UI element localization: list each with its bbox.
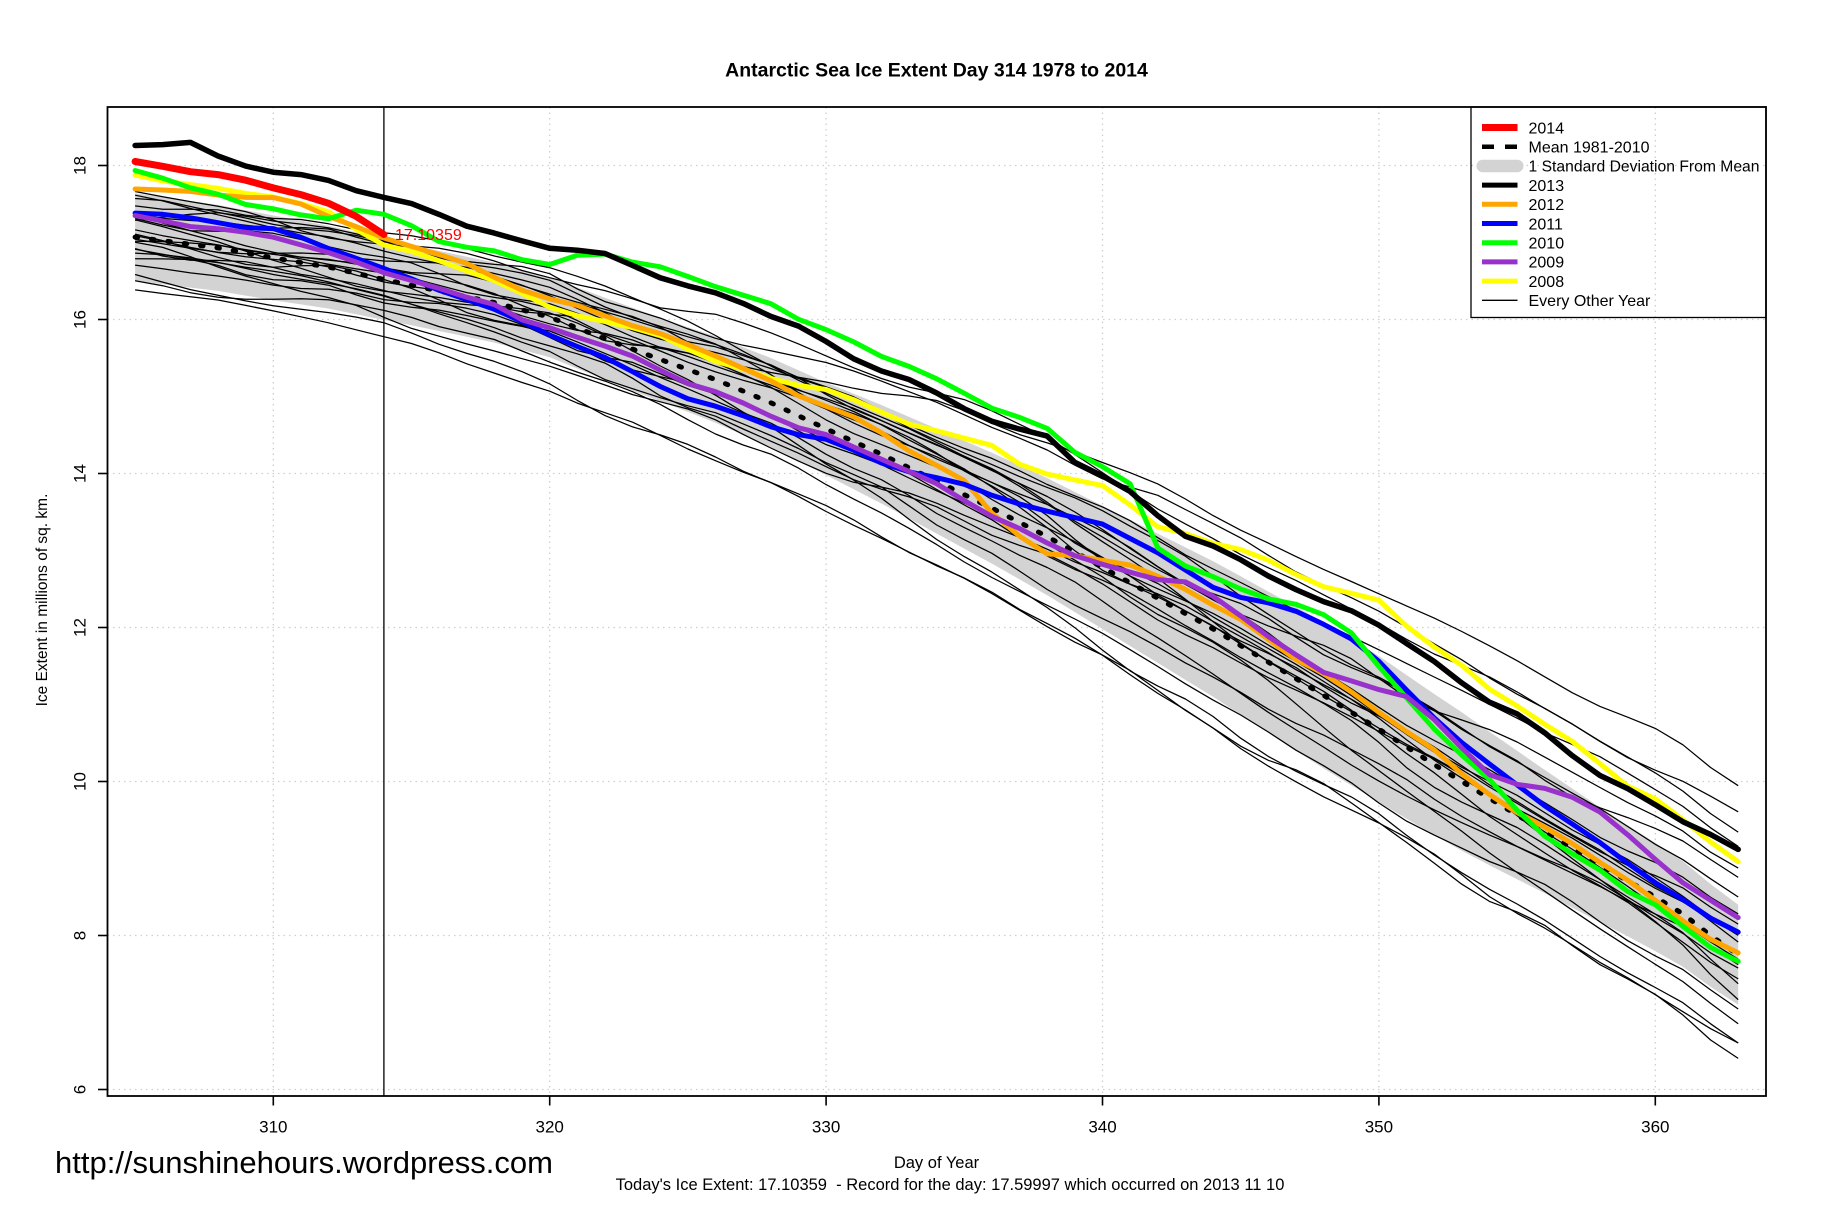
svg-text:12: 12: [71, 618, 90, 637]
svg-text:18: 18: [71, 156, 90, 175]
svg-text:Every Other Year: Every Other Year: [1529, 293, 1652, 310]
svg-text:2010: 2010: [1529, 236, 1565, 253]
svg-text:330: 330: [812, 1118, 840, 1137]
svg-text:340: 340: [1088, 1118, 1116, 1137]
svg-text:10: 10: [71, 772, 90, 791]
svg-text:2009: 2009: [1529, 255, 1565, 272]
svg-text:8: 8: [71, 931, 90, 940]
svg-text:360: 360: [1641, 1118, 1669, 1137]
svg-text:310: 310: [259, 1118, 287, 1137]
svg-text:350: 350: [1365, 1118, 1393, 1137]
svg-text:6: 6: [71, 1085, 90, 1094]
svg-text:2013: 2013: [1529, 178, 1565, 195]
svg-text:17.10359: 17.10359: [395, 227, 462, 244]
svg-text:1 Standard Deviation From Mean: 1 Standard Deviation From Mean: [1529, 159, 1760, 176]
svg-text:Day of Year: Day of Year: [894, 1154, 980, 1172]
svg-text:2011: 2011: [1529, 216, 1564, 233]
svg-text:2014: 2014: [1529, 120, 1565, 137]
svg-text:Today's Ice Extent: 17.10359: Today's Ice Extent: 17.10359 - Record fo…: [616, 1176, 1285, 1194]
svg-text:16: 16: [71, 310, 90, 329]
svg-text:2008: 2008: [1529, 274, 1565, 291]
svg-text:Antarctic Sea Ice Extent Day 3: Antarctic Sea Ice Extent Day 314 1978 to…: [725, 60, 1148, 82]
svg-text:14: 14: [71, 464, 90, 483]
svg-text:Mean 1981-2010: Mean 1981-2010: [1529, 140, 1650, 157]
svg-text:Ice Extent in millions of sq.: Ice Extent in millions of sq. km.: [34, 494, 51, 707]
svg-text:2012: 2012: [1529, 197, 1565, 214]
svg-text:http://sunshinehours.wordpress: http://sunshinehours.wordpress.com: [55, 1145, 553, 1180]
svg-text:320: 320: [536, 1118, 564, 1137]
